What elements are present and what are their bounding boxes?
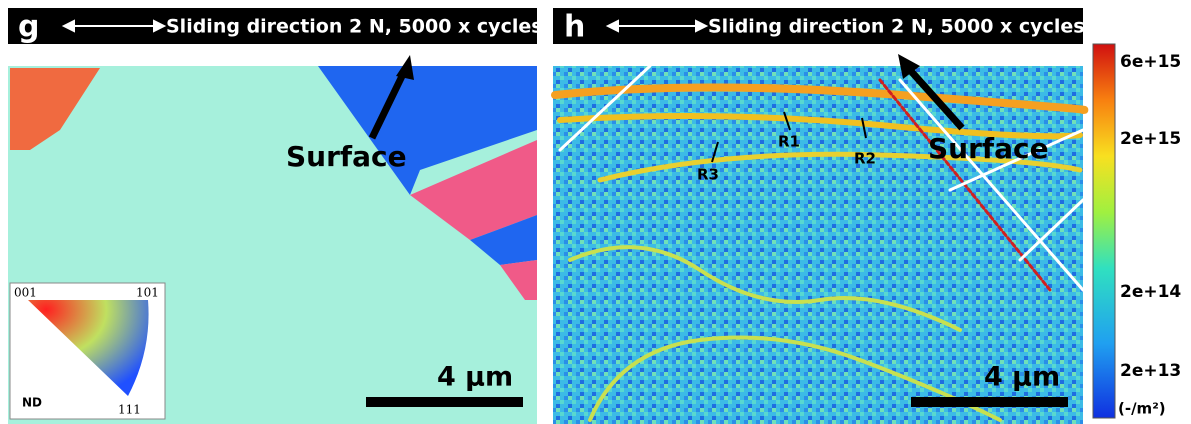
marker-label: R1: [778, 133, 800, 151]
figure: g Sliding direction 2 N, 5000 x cycles S…: [0, 0, 1191, 424]
header-text: Sliding direction 2 N, 5000 x cycles: [166, 16, 543, 38]
scale-bar-label: 4 µm: [984, 362, 1060, 393]
colorbar-gradient: [1093, 44, 1115, 418]
scale-bar: [911, 397, 1068, 407]
scale-bar: [366, 397, 523, 407]
ipf-axis: ND: [22, 396, 42, 410]
marker-label: R3: [697, 166, 719, 184]
header-text: Sliding direction 2 N, 5000 x cycles: [708, 16, 1085, 38]
colorbar: 6e+15 2e+15 2e+14 2e+13 (-/m²): [1093, 44, 1181, 418]
panel-g: g Sliding direction 2 N, 5000 x cycles S…: [8, 8, 543, 424]
colorbar-tick: 2e+14: [1120, 282, 1181, 302]
annotation: Surface: [928, 132, 1049, 165]
panel-label: g: [18, 10, 39, 45]
ipf-corner: 001: [14, 286, 37, 300]
panel-h: h Sliding direction 2 N, 5000 x cycles S…: [553, 8, 1085, 424]
colorbar-tick: 2e+13: [1120, 361, 1181, 381]
scale-bar-label: 4 µm: [437, 362, 513, 393]
colorbar-tick: 2e+15: [1120, 129, 1181, 149]
ipf-corner: 101: [136, 286, 159, 300]
annotation: Surface: [286, 140, 407, 173]
colorbar-unit: (-/m²): [1118, 400, 1166, 418]
marker-label: R2: [854, 150, 876, 168]
panel-label: h: [564, 10, 585, 45]
ipf-corner: 111: [118, 403, 141, 417]
colorbar-tick: 6e+15: [1120, 52, 1181, 72]
